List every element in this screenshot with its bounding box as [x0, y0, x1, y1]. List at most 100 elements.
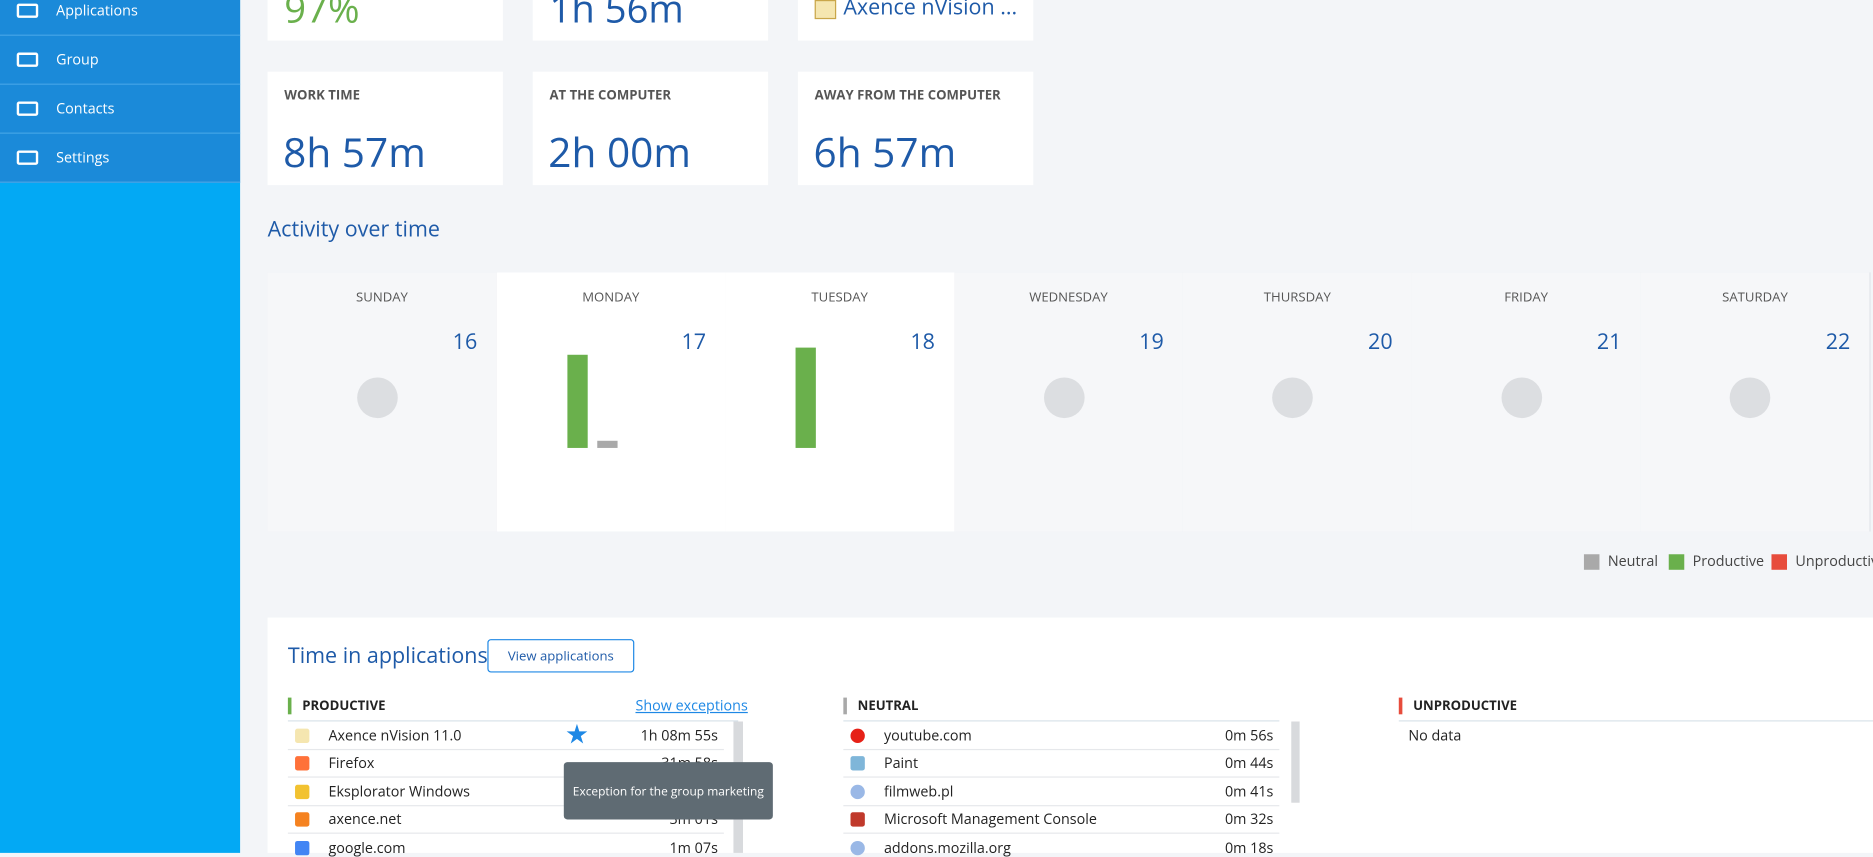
app-time: 0m 41s [1224, 780, 1274, 802]
section-rule [1398, 720, 1873, 722]
nav-label: Contacts [56, 97, 115, 119]
section-marker [287, 697, 292, 715]
nav-icon [16, 52, 39, 67]
legend-swatch [1583, 554, 1600, 570]
scrollbar [1291, 721, 1300, 803]
stat-value: 6h 57m [813, 124, 957, 180]
app-name: axence.net [328, 808, 402, 830]
legend-swatch [1771, 554, 1788, 570]
day-name: MONDAY [582, 288, 640, 307]
tooltip-text: Exception for the group marketing [572, 782, 764, 800]
nav-item[interactable] [0, 35, 241, 85]
app-name: addons.mozilla.org [883, 836, 1011, 857]
section-header: NEUTRAL [857, 697, 919, 715]
stat-card [532, 71, 769, 186]
show-exceptions-link[interactable]: Show exceptions [635, 695, 748, 716]
app-icon [295, 784, 310, 799]
day-date: 16 [452, 327, 478, 356]
legend-label: Neutral [1607, 550, 1659, 571]
app-name: Axence nVision 11.0 [328, 725, 462, 746]
app-time: 1h 08m 55s [640, 725, 718, 746]
section-header: UNPRODUCTIVE [1413, 697, 1518, 715]
card-value: 97% [284, 0, 360, 35]
day-column [725, 272, 956, 532]
bar-neutral [596, 441, 618, 448]
stat-label: WORK TIME [284, 86, 360, 105]
stat-value: 8h 57m [283, 124, 426, 180]
app-icon [814, 0, 837, 20]
no-data-icon [1272, 377, 1313, 419]
card [532, 0, 769, 41]
app-name: Eksplorator Windows [328, 780, 470, 802]
section-header: PRODUCTIVE [302, 697, 386, 715]
legend-label: Productive [1692, 550, 1765, 571]
section-title: Activity over time [267, 215, 440, 244]
app-icon [850, 812, 865, 827]
no-data-icon [1729, 377, 1771, 419]
nav-label: Settings [56, 146, 110, 168]
no-data-icon [1501, 377, 1542, 419]
card [267, 0, 503, 41]
stat-value: 2h 00m [548, 124, 692, 180]
nav-item[interactable] [0, 0, 241, 36]
view-applications-button[interactable]: View applications [487, 639, 635, 673]
no-data-icon [356, 377, 398, 419]
section-marker [1398, 697, 1403, 715]
app-name: youtube.com [883, 725, 972, 746]
row-separator [843, 776, 1280, 779]
app-time: 0m 56s [1224, 725, 1274, 746]
section-rule [287, 720, 739, 722]
row-separator [843, 748, 1280, 751]
day-name: THURSDAY [1263, 288, 1331, 307]
nav-item[interactable] [0, 133, 241, 183]
nav-label: Group [56, 48, 99, 70]
app-icon [295, 728, 310, 743]
empty-text: No data [1408, 725, 1462, 746]
day-column [496, 272, 727, 532]
app-name: Microsoft Management Console [883, 808, 1097, 830]
card-value: 1h 56m [549, 0, 684, 35]
day-date: 19 [1139, 327, 1164, 356]
app-icon [850, 728, 865, 743]
app-icon [850, 840, 865, 855]
row-separator [287, 776, 724, 779]
app-name: Paint [883, 753, 919, 774]
day-date: 17 [681, 327, 707, 356]
nav-icon [16, 101, 39, 116]
day-name: SUNDAY [356, 288, 408, 307]
row-separator [843, 804, 1280, 807]
nav-icon [16, 150, 39, 165]
card-value: Axence nVision ... [843, 0, 1018, 22]
app-time: 1m 07s [669, 836, 718, 857]
app-time: 0m 32s [1224, 808, 1274, 830]
nav-item[interactable] [0, 84, 241, 134]
app-name: google.com [328, 836, 406, 857]
tooltip [563, 762, 773, 820]
bar-productive [566, 354, 588, 448]
legend-label: Unproductive [1795, 550, 1873, 571]
day-date: 22 [1825, 327, 1851, 356]
section-title: Time in applications [287, 641, 488, 671]
app-name: Firefox [328, 753, 375, 774]
legend-swatch [1668, 554, 1685, 570]
day-name: FRIDAY [1504, 288, 1549, 307]
app-icon [295, 812, 310, 827]
section-rule [843, 720, 1280, 722]
stat-label: AT THE COMPUTER [549, 86, 672, 105]
app-name: filmweb.pl [883, 780, 954, 802]
app-icon [850, 784, 865, 799]
app-time: 0m 18s [1224, 836, 1274, 857]
stat-card [797, 71, 1034, 186]
row-separator [287, 748, 724, 751]
app-icon [295, 756, 310, 771]
bar-productive [795, 347, 817, 448]
day-name: SATURDAY [1722, 288, 1788, 307]
day-date: 18 [910, 327, 935, 356]
nav-icon [16, 3, 39, 18]
section-marker [843, 697, 847, 715]
day-name: WEDNESDAY [1029, 288, 1108, 307]
card [797, 0, 1034, 41]
